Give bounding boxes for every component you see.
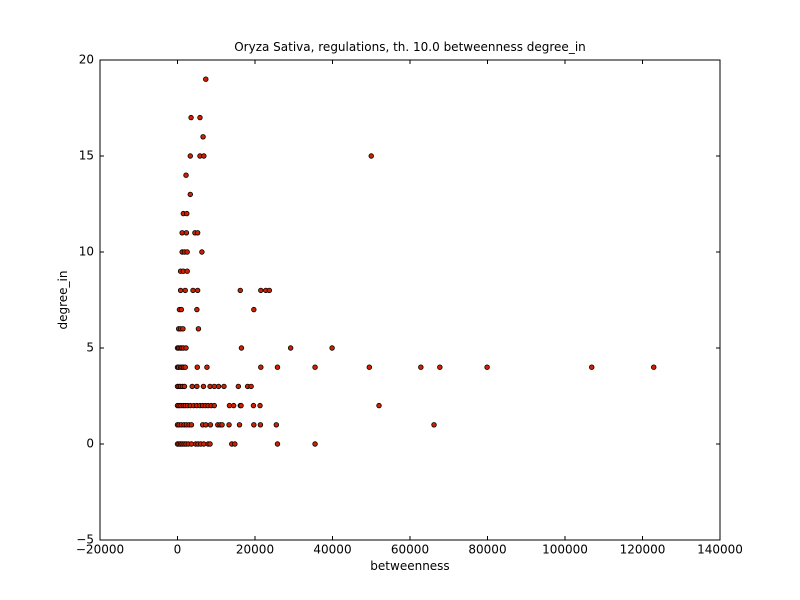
data-point	[251, 422, 257, 428]
data-point	[194, 287, 201, 294]
data-point	[184, 249, 190, 255]
data-point	[258, 364, 264, 370]
data-point	[194, 306, 200, 313]
data-point	[200, 134, 206, 140]
data-point	[312, 441, 318, 447]
data-point	[183, 172, 189, 178]
data-point	[197, 114, 203, 121]
x-tick-label: −20000	[76, 543, 124, 557]
data-point	[184, 268, 190, 274]
data-point	[207, 422, 214, 428]
y-tick-label: 20	[79, 53, 94, 67]
data-point	[376, 402, 382, 409]
data-point	[329, 345, 335, 351]
data-point	[251, 306, 257, 313]
x-tick-label: 120000	[620, 543, 666, 557]
data-point	[201, 153, 207, 159]
data-point	[180, 326, 186, 332]
x-tick-label: 140000	[697, 543, 743, 557]
data-point	[274, 441, 281, 447]
data-point	[368, 153, 374, 159]
data-point	[194, 383, 200, 390]
y-tick-label: 0	[86, 437, 94, 451]
data-point	[194, 230, 201, 236]
data-point	[484, 364, 490, 370]
data-point	[366, 364, 373, 370]
y-tick-label: −5	[76, 533, 94, 547]
plot-frame	[99, 59, 721, 541]
data-point	[203, 76, 209, 82]
axis-ticks	[99, 59, 721, 541]
data-point	[238, 402, 244, 409]
data-point	[200, 383, 207, 390]
data-point	[274, 364, 281, 370]
y-tick-label: 15	[79, 149, 94, 163]
data-point	[178, 306, 185, 313]
x-tick-label: 60000	[391, 543, 429, 557]
x-tick-label: 20000	[236, 543, 274, 557]
data-point	[177, 287, 184, 294]
data-point	[215, 383, 222, 390]
data-point	[237, 287, 243, 294]
data-points	[174, 76, 657, 447]
data-point	[181, 383, 188, 390]
data-point	[199, 249, 205, 255]
x-tick-label: 100000	[542, 543, 588, 557]
data-point	[257, 402, 263, 409]
data-point	[195, 326, 202, 332]
data-point	[431, 422, 437, 428]
data-point	[182, 287, 188, 294]
data-point	[651, 364, 657, 370]
x-axis-label: betweenness	[370, 559, 450, 573]
data-point	[418, 364, 424, 370]
data-point	[258, 287, 264, 294]
y-axis-label: degree_in	[56, 270, 70, 330]
data-point	[187, 191, 193, 198]
data-point	[273, 422, 280, 428]
data-point	[207, 441, 213, 447]
data-point	[188, 114, 194, 121]
data-point	[230, 402, 237, 409]
data-point	[194, 364, 200, 370]
data-point	[257, 422, 264, 428]
data-point	[183, 345, 189, 351]
data-point	[266, 287, 273, 294]
data-point	[236, 422, 243, 428]
data-point	[189, 383, 195, 390]
data-point	[287, 345, 294, 351]
data-point	[211, 402, 218, 409]
data-point	[235, 383, 242, 390]
data-point	[250, 402, 257, 409]
data-point	[183, 230, 190, 236]
data-point	[219, 422, 225, 428]
data-point	[232, 441, 238, 447]
data-point	[221, 383, 227, 390]
y-tick-label: 10	[79, 245, 94, 259]
data-point	[203, 422, 209, 428]
data-point	[187, 153, 193, 159]
data-point	[248, 383, 254, 390]
data-point	[589, 364, 595, 370]
x-tick-label: 40000	[313, 543, 351, 557]
data-point	[238, 345, 245, 351]
data-point	[190, 287, 196, 294]
data-point	[204, 364, 210, 370]
chart-title: Oryza Sativa, regulations, th. 10.0 betw…	[234, 40, 586, 54]
data-point	[188, 422, 195, 428]
axis-tick-labels: −20000 0 20000 40000 60000 80000 100000 120000 1…	[76, 53, 743, 557]
data-point	[226, 422, 232, 428]
x-tick-label: 0	[174, 543, 182, 557]
y-tick-label: 5	[86, 341, 94, 355]
data-point	[184, 210, 190, 217]
x-tick-label: 80000	[468, 543, 506, 557]
data-point	[182, 364, 188, 370]
data-point	[437, 364, 443, 370]
data-point	[312, 364, 318, 370]
